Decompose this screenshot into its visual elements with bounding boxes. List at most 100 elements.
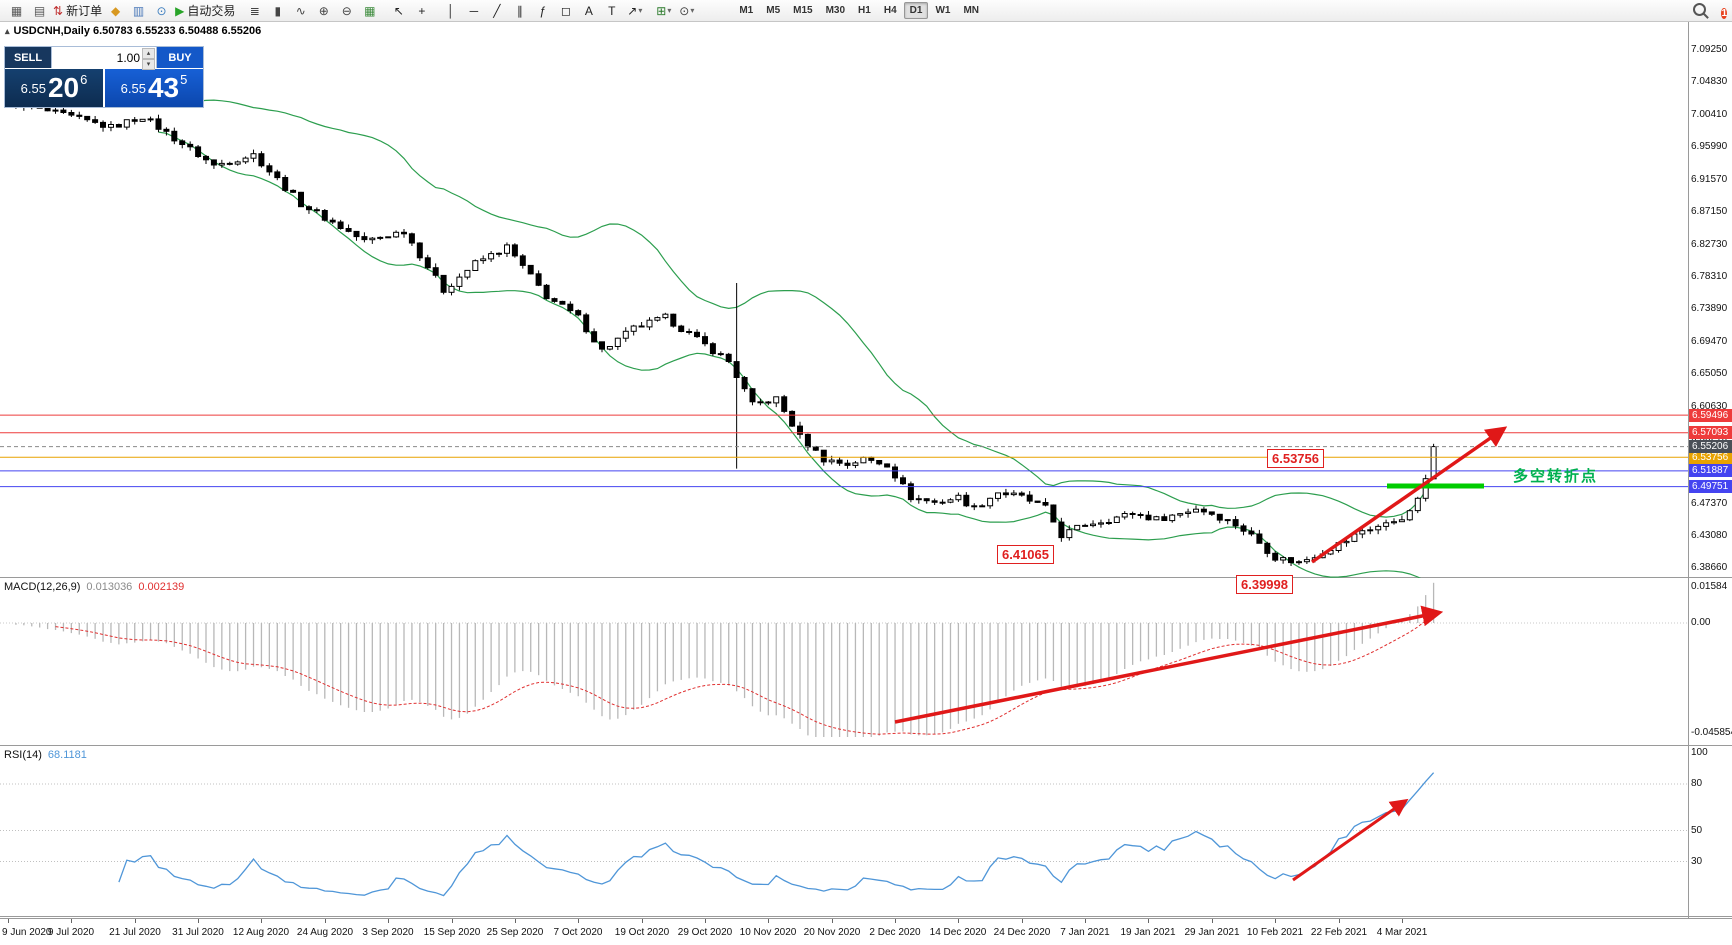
buy-price-small: 6.55 — [120, 80, 146, 96]
date-axis-label: 29 Jan 2021 — [1184, 927, 1240, 938]
horizontal-line-icon: ─ — [469, 3, 479, 18]
macd-label: MACD(12,26,9) 0.013036 0.002139 — [4, 581, 184, 593]
buy-price-button[interactable]: 6.55 43 5 — [105, 69, 203, 107]
new-chart-icon: ▦ — [10, 3, 23, 18]
time-axis[interactable]: 9 Jun 2020 9 Jul 2020 21 Jul 2020 31 Jul 20… — [0, 918, 1732, 945]
bar-chart-mode-icon: ≣ — [249, 3, 260, 18]
line-chart-mode-button[interactable]: ∿ — [289, 2, 312, 20]
trend-arrow-main[interactable] — [1311, 426, 1508, 564]
date-axis-tick — [642, 919, 643, 923]
arrows-tool-button[interactable]: ↗ ▾ — [623, 2, 646, 20]
new-chart-button[interactable]: ▦ — [5, 2, 28, 20]
text-label-button[interactable]: T — [600, 2, 623, 20]
new-order-button[interactable]: ⇅ 新订单 — [51, 2, 104, 20]
zoom-out-button[interactable]: ⊖ — [335, 2, 358, 20]
date-axis-label: 4 Mar 2021 — [1376, 927, 1428, 938]
indicators-icon: ⊞ — [656, 3, 667, 18]
date-axis-tick — [1402, 919, 1403, 923]
macd-signal-value: 0.002139 — [138, 581, 185, 593]
market-watch-button[interactable]: ▥ — [127, 2, 150, 20]
date-axis-tick — [71, 919, 72, 923]
timeframe-m1[interactable]: M1 — [739, 5, 754, 16]
market-watch-icon: ▥ — [132, 3, 145, 18]
chart-title-text: USDCNH,Daily 6.50783 6.55233 6.50488 6.5… — [13, 25, 262, 37]
profiles-icon: ▤ — [33, 3, 46, 18]
arrows-tool-icon: ↗ — [627, 3, 638, 18]
volume-spinner: ▴ ▾ — [142, 48, 155, 70]
date-axis-label: 25 Sep 2020 — [486, 927, 544, 938]
date-axis-tick — [1022, 919, 1023, 923]
volume-field[interactable]: 1.00 ▴ ▾ — [51, 47, 157, 70]
rsi-value: 68.1181 — [47, 749, 87, 761]
buy-button[interactable]: BUY — [157, 47, 203, 68]
metaeditor-icon: ◆ — [110, 3, 121, 18]
volume-down-icon[interactable]: ▾ — [142, 59, 155, 70]
timeframe-m30[interactable]: M30 — [825, 5, 846, 16]
equidistant-channel-button[interactable]: ∥ — [508, 2, 531, 20]
notification-badge[interactable]: 1 — [1721, 7, 1727, 19]
date-axis-tick — [8, 919, 9, 923]
date-axis-label: 3 Sep 2020 — [362, 927, 414, 938]
date-axis-tick — [1339, 919, 1340, 923]
autotrade-label: 自动交易 — [187, 4, 236, 18]
tile-windows-button[interactable]: ▦ — [358, 2, 381, 20]
date-axis-tick — [515, 919, 516, 923]
fibonacci-button[interactable]: ƒ — [531, 2, 554, 20]
date-axis-label: 10 Nov 2020 — [739, 927, 797, 938]
date-axis-tick — [705, 919, 706, 923]
text-button[interactable]: A — [577, 2, 600, 20]
shapes-button[interactable]: ◻ — [554, 2, 577, 20]
indicators-button[interactable]: ⊞ ▾ — [652, 2, 675, 20]
timeframe-m5[interactable]: M5 — [766, 5, 781, 16]
sell-price-small: 6.55 — [20, 80, 46, 96]
autotrade-button[interactable]: ▶ 自动交易 — [173, 2, 237, 20]
trend-arrow-rsi[interactable] — [1292, 798, 1409, 882]
volume-up-icon[interactable]: ▴ — [142, 48, 155, 59]
zoom-in-button[interactable]: ⊕ — [312, 2, 335, 20]
one-click-trading-panel: SELL 1.00 ▴ ▾ BUY 6.55 20 6 6.55 43 5 — [4, 46, 204, 108]
date-axis-tick — [325, 919, 326, 923]
periods-button[interactable]: ⊙ ▾ — [675, 2, 698, 20]
volume-value: 1.00 — [116, 50, 140, 65]
date-axis-label: 24 Aug 2020 — [296, 927, 354, 938]
candlestick-mode-button[interactable]: ▮ — [266, 2, 289, 20]
timeframe-h1[interactable]: H1 — [858, 5, 871, 16]
sell-button[interactable]: SELL — [5, 47, 51, 68]
text-icon: A — [584, 3, 593, 18]
sell-price-button[interactable]: 6.55 20 6 — [5, 69, 103, 107]
trendline-button[interactable]: ╱ — [485, 2, 508, 20]
macd-main-value: 0.013036 — [86, 581, 133, 593]
timeframe-h4[interactable]: H4 — [883, 5, 897, 16]
date-axis-label: 12 Aug 2020 — [232, 927, 290, 938]
trend-arrow-macd[interactable] — [894, 605, 1444, 724]
search-button[interactable] — [1688, 0, 1711, 18]
date-axis-label: 22 Feb 2021 — [1310, 927, 1368, 938]
timeframe-d1[interactable]: D1 — [903, 2, 929, 19]
date-axis-tick — [958, 919, 959, 923]
metaeditor-button[interactable]: ◆ — [104, 2, 127, 20]
date-axis-label: 9 Jul 2020 — [47, 927, 95, 938]
crosshair-button[interactable]: + — [410, 2, 433, 20]
date-axis-tick — [452, 919, 453, 923]
date-axis-label: 21 Jul 2020 — [109, 927, 161, 938]
trendline-icon: ╱ — [493, 3, 501, 18]
cursor-button[interactable]: ↖ — [387, 2, 410, 20]
date-axis-label: 2 Dec 2020 — [869, 927, 921, 938]
horizontal-line-button[interactable]: ─ — [462, 2, 485, 20]
date-axis-label: 24 Dec 2020 — [993, 927, 1051, 938]
profiles-button[interactable]: ▤ — [28, 2, 51, 20]
collapse-trade-panel-icon[interactable]: ▴ — [5, 26, 10, 36]
data-window-button[interactable]: ⊙ — [150, 2, 173, 20]
vertical-line-button[interactable]: │ — [439, 2, 462, 20]
crosshair-icon: + — [418, 3, 426, 18]
rsi-canvas[interactable] — [0, 747, 1732, 917]
chart-title: ▴ USDCNH,Daily 6.50783 6.55233 6.50488 6.… — [5, 25, 261, 37]
main-chart-canvas[interactable] — [0, 22, 1732, 578]
timeframe-w1[interactable]: W1 — [935, 5, 951, 16]
timeframe-mn[interactable]: MN — [963, 5, 979, 16]
candlestick-mode-icon: ▮ — [274, 3, 282, 18]
date-axis-tick — [1148, 919, 1149, 923]
macd-canvas[interactable] — [0, 579, 1732, 746]
bar-chart-mode-button[interactable]: ≣ — [243, 2, 266, 20]
timeframe-m15[interactable]: M15 — [793, 5, 813, 16]
